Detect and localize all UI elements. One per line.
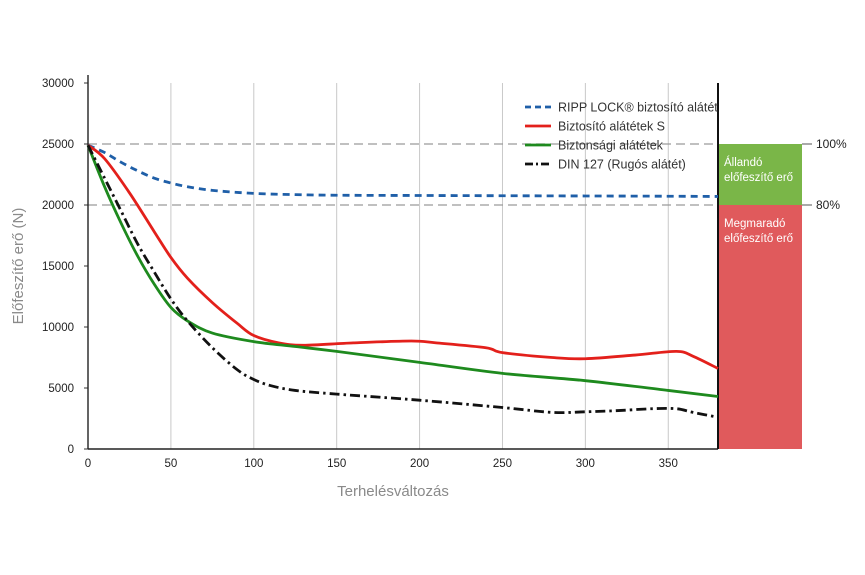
x-tick-label: 250 — [493, 458, 512, 470]
side-bar-label-line: Megmaradó — [724, 218, 785, 230]
y-axis-title: Előfeszítő erő (N) — [10, 208, 27, 325]
series-line — [86, 144, 719, 419]
side-bar-segment — [718, 205, 802, 449]
axes — [84, 75, 719, 450]
reference-lines: 100% 80% — [88, 137, 847, 212]
x-tick-label: 350 — [659, 458, 678, 470]
side-bar-label-line: előfeszítő erő — [724, 233, 793, 245]
y-tick-label: 20000 — [42, 200, 74, 212]
legend: RIPP LOCK® biztosító alátét Biztosító alá… — [525, 101, 718, 172]
x-tick-label: 100 — [244, 458, 263, 470]
side-bar-label-line: Állandó — [724, 156, 762, 169]
side-bar-label: Állandó előfeszítő erő — [724, 156, 793, 184]
legend-label: RIPP LOCK® biztosító alátét — [558, 101, 718, 115]
x-axis-title: Terhelésváltozás — [337, 483, 449, 500]
y-tick-label: 30000 — [42, 78, 74, 90]
y-tick-label: 15000 — [42, 261, 74, 273]
y-tick-label: 10000 — [42, 322, 74, 334]
series-line — [87, 143, 719, 198]
x-tick-label: 150 — [327, 458, 346, 470]
x-tick-label: 0 — [85, 458, 91, 470]
side-bar-label: Megmaradó előfeszítő erő — [724, 218, 793, 245]
side-bar: Állandó előfeszítő erő Megmaradó előfeszítő… — [718, 144, 802, 449]
side-bar-segment — [718, 144, 802, 205]
reference-label: 80% — [816, 198, 840, 212]
tick-labels: 0 50 100 150 200 250 300 350 0 5000 10000 15000 2000… — [42, 78, 678, 470]
x-tick-label: 50 — [164, 458, 177, 470]
series-line — [86, 144, 719, 398]
legend-label: Biztonsági alátétek — [558, 139, 664, 153]
series-line — [87, 144, 719, 370]
side-bar-label-line: előfeszítő erő — [724, 172, 793, 184]
y-tick-label: 25000 — [42, 139, 74, 151]
x-tick-label: 200 — [410, 458, 429, 470]
legend-label: DIN 127 (Rugós alátét) — [558, 158, 686, 172]
y-tick-label: 0 — [68, 444, 74, 456]
y-tick-label: 5000 — [48, 383, 74, 395]
x-tick-label: 300 — [576, 458, 595, 470]
series-lines — [86, 143, 719, 419]
reference-label: 100% — [816, 137, 847, 151]
legend-label: Biztosító alátétek S — [558, 120, 665, 134]
